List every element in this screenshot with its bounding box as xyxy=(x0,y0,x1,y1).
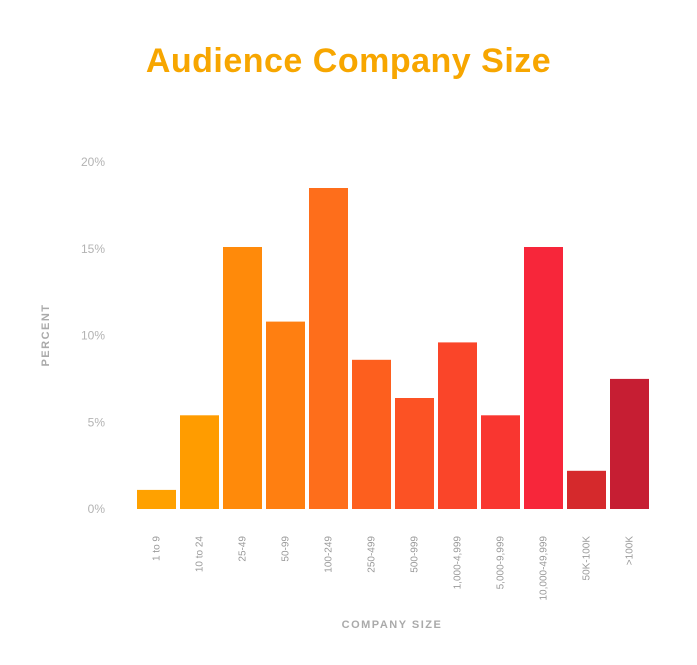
y-tick-label: 15% xyxy=(81,242,105,256)
x-category-label: 10,000-49,999 xyxy=(539,536,550,601)
x-category-label: 25-49 xyxy=(238,536,249,562)
x-category-label: 500-999 xyxy=(410,536,421,573)
y-axis-title: PERCENT xyxy=(40,303,52,366)
x-category-label: 1 to 9 xyxy=(152,536,163,561)
x-category-label: 5,000-9,999 xyxy=(496,536,507,590)
y-axis-ticks: 0% 5% 10% 15% 20% xyxy=(81,155,105,516)
bar xyxy=(481,415,520,509)
bar xyxy=(438,342,477,509)
bar xyxy=(180,415,219,509)
x-category-label: 1,000-4,999 xyxy=(453,536,464,590)
x-category-label: 50-99 xyxy=(281,536,292,562)
bar xyxy=(395,398,434,509)
bar xyxy=(610,379,649,509)
bar xyxy=(524,247,563,509)
x-category-label: 100-249 xyxy=(324,536,335,573)
bars xyxy=(137,188,649,509)
bar xyxy=(223,247,262,509)
x-category-label: 50K-100K xyxy=(582,536,593,581)
x-axis-category-labels: 1 to 9 10 to 24 25-49 50-99 100-249 250-499 50… xyxy=(152,536,636,601)
x-category-label: 10 to 24 xyxy=(195,536,206,573)
x-axis-title: COMPANY SIZE xyxy=(342,619,443,631)
bar xyxy=(266,322,305,509)
x-category-label: >100K xyxy=(625,536,636,566)
bar xyxy=(309,188,348,509)
y-tick-label: 20% xyxy=(81,155,105,169)
bar xyxy=(137,490,176,509)
y-tick-label: 10% xyxy=(81,329,105,343)
x-category-label: 250-499 xyxy=(367,536,378,573)
y-tick-label: 5% xyxy=(88,415,106,429)
bar xyxy=(567,471,606,509)
y-tick-label: 0% xyxy=(88,502,106,516)
bar xyxy=(352,360,391,509)
